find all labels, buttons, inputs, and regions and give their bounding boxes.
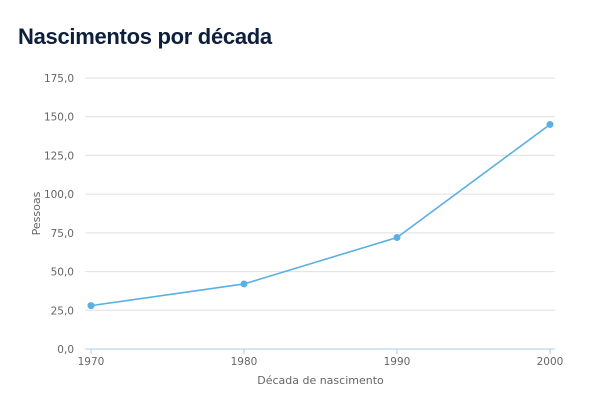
data-point[interactable] — [240, 280, 248, 288]
y-tick-label: 175,0 — [44, 73, 74, 85]
x-tick-label: 2000 — [537, 356, 564, 368]
y-tick-label: 100,0 — [44, 189, 74, 201]
y-tick-label: 50,0 — [51, 267, 74, 279]
y-tick-label: 25,0 — [51, 305, 74, 317]
y-axis-ticks: 0,0 25,0 50,0 75,0 100,0 125,0 150,0 175,0 — [44, 73, 74, 356]
y-tick-label: 0,0 — [57, 344, 74, 356]
x-axis-ticks: 1970 1980 1990 2000 — [78, 349, 564, 368]
x-tick-label: 1990 — [384, 356, 411, 368]
data-point[interactable] — [87, 302, 95, 310]
gridlines — [85, 77, 555, 311]
chart-title: Nascimentos por década — [18, 24, 272, 49]
series-line — [90, 123, 551, 307]
data-point[interactable] — [393, 234, 401, 242]
y-tick-label: 75,0 — [51, 228, 74, 240]
data-points — [87, 120, 554, 310]
y-tick-label: 150,0 — [44, 112, 74, 124]
x-tick-label: 1980 — [231, 356, 258, 368]
y-tick-label: 125,0 — [44, 150, 74, 162]
x-axis-label: Década de nascimento — [257, 374, 384, 387]
data-point[interactable] — [546, 120, 554, 128]
x-tick-label: 1970 — [78, 356, 105, 368]
y-axis-label: Pessoas — [30, 191, 43, 235]
